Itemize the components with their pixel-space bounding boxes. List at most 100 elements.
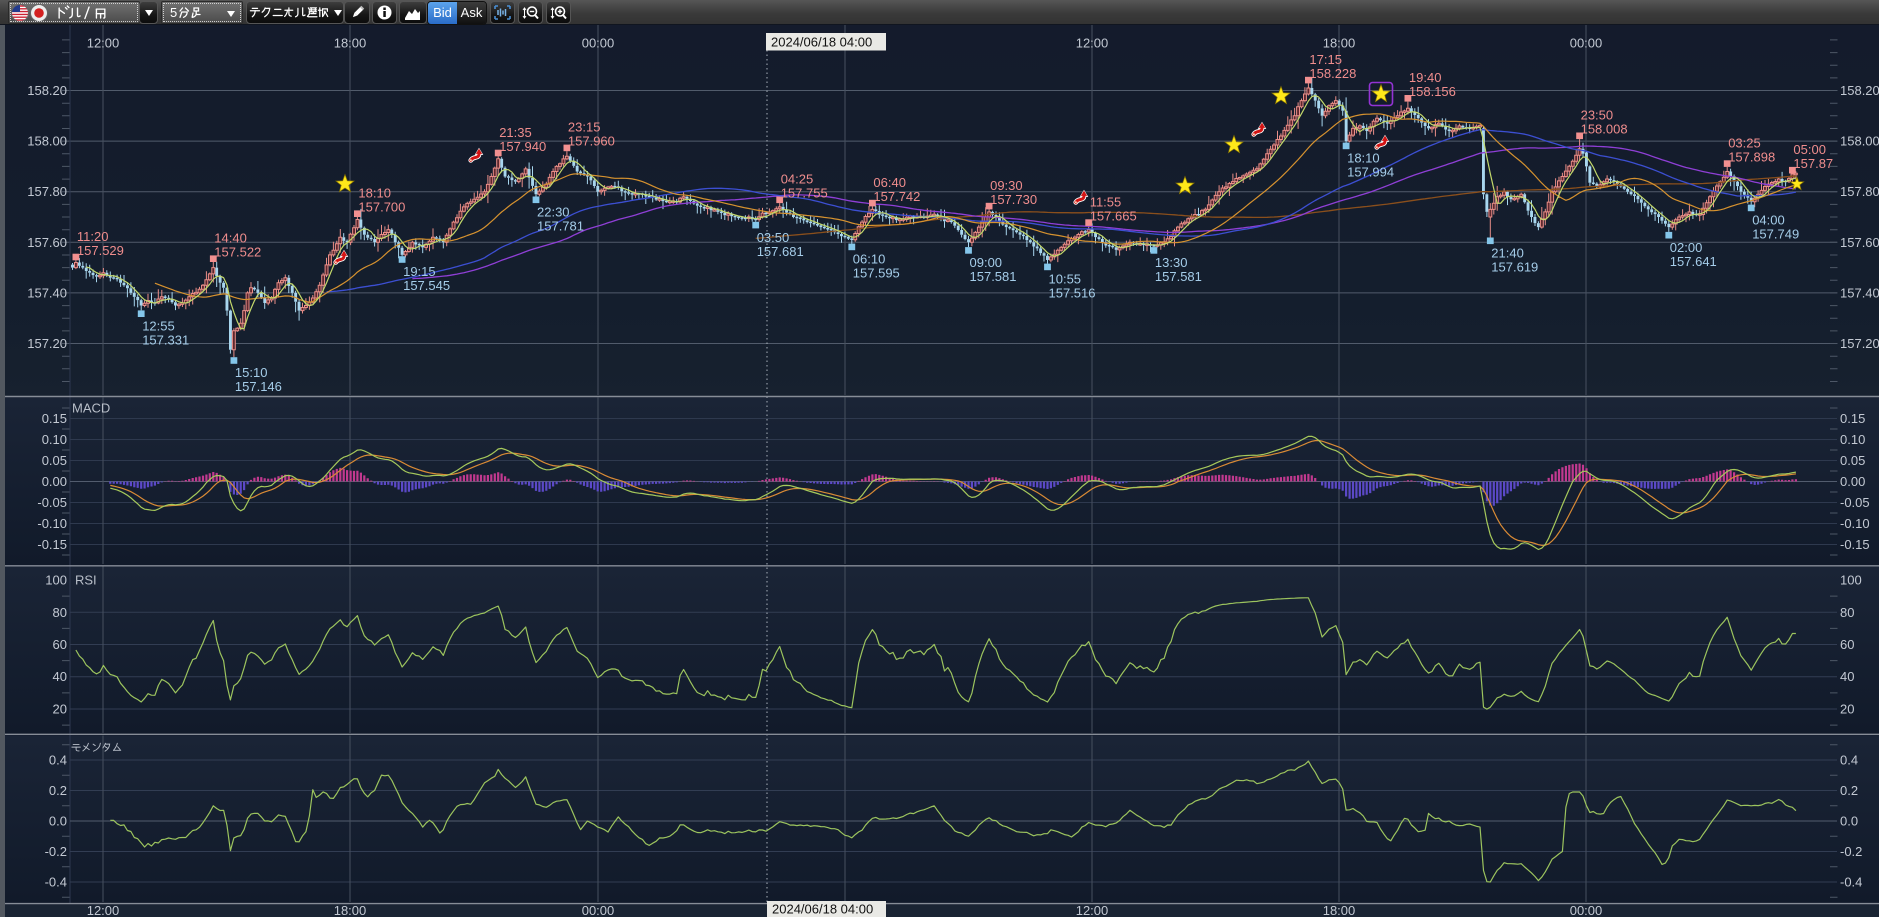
- svg-text:03:25: 03:25: [1728, 135, 1761, 150]
- svg-text:-0.15: -0.15: [37, 537, 67, 552]
- svg-text:157.581: 157.581: [970, 269, 1017, 284]
- svg-text:157.595: 157.595: [853, 266, 900, 281]
- svg-text:157.40: 157.40: [1840, 285, 1879, 300]
- svg-text:14:40: 14:40: [214, 231, 247, 246]
- svg-text:-0.4: -0.4: [45, 875, 67, 890]
- svg-text:04:00: 04:00: [1752, 213, 1785, 228]
- svg-text:12:00: 12:00: [1076, 36, 1109, 51]
- svg-text:20: 20: [1840, 702, 1854, 717]
- svg-text:157.60: 157.60: [27, 235, 67, 250]
- svg-text:157.40: 157.40: [27, 285, 67, 300]
- svg-text:60: 60: [53, 637, 67, 652]
- svg-text:157.700: 157.700: [358, 200, 405, 215]
- svg-text:09:30: 09:30: [990, 178, 1023, 193]
- svg-text:13:30: 13:30: [1155, 255, 1188, 270]
- svg-text:18:10: 18:10: [358, 186, 391, 201]
- svg-text:0.05: 0.05: [1840, 453, 1865, 468]
- svg-text:20: 20: [53, 702, 67, 717]
- svg-text:00:00: 00:00: [1570, 36, 1603, 51]
- svg-text:18:00: 18:00: [334, 903, 367, 917]
- svg-text:157.331: 157.331: [142, 332, 189, 347]
- svg-text:0.10: 0.10: [42, 432, 67, 447]
- svg-text:11:20: 11:20: [77, 229, 109, 244]
- svg-text:21:35: 21:35: [499, 125, 532, 140]
- svg-text:0.2: 0.2: [49, 783, 67, 798]
- svg-text:157.641: 157.641: [1670, 254, 1717, 269]
- svg-text:11:55: 11:55: [1090, 194, 1122, 209]
- svg-text:00:00: 00:00: [582, 903, 615, 917]
- svg-text:18:10: 18:10: [1347, 151, 1380, 166]
- svg-text:-0.05: -0.05: [37, 495, 67, 510]
- svg-text:0.10: 0.10: [1840, 432, 1865, 447]
- svg-text:0.4: 0.4: [1840, 753, 1858, 768]
- svg-text:00:00: 00:00: [1570, 903, 1603, 917]
- svg-text:0.15: 0.15: [42, 411, 67, 426]
- svg-text:06:10: 06:10: [853, 252, 886, 267]
- svg-text:17:15: 17:15: [1309, 52, 1342, 67]
- svg-text:23:15: 23:15: [568, 120, 601, 135]
- svg-text:157.581: 157.581: [1155, 269, 1202, 284]
- svg-text:158.008: 158.008: [1581, 122, 1628, 137]
- svg-text:157.80: 157.80: [1840, 184, 1879, 199]
- svg-text:40: 40: [53, 669, 67, 684]
- svg-text:23:50: 23:50: [1581, 108, 1614, 123]
- svg-text:21:40: 21:40: [1491, 246, 1524, 261]
- svg-text:-0.05: -0.05: [1840, 495, 1870, 510]
- svg-text:157.20: 157.20: [1840, 336, 1879, 351]
- svg-text:12:00: 12:00: [87, 36, 120, 51]
- svg-text:18:00: 18:00: [1323, 36, 1356, 51]
- svg-text:06:40: 06:40: [873, 175, 906, 190]
- svg-text:158.20: 158.20: [1840, 83, 1879, 98]
- svg-text:158.156: 158.156: [1409, 84, 1456, 99]
- svg-text:12:55: 12:55: [142, 318, 175, 333]
- svg-text:157.529: 157.529: [77, 243, 124, 258]
- svg-text:80: 80: [1840, 605, 1854, 620]
- svg-text:0.00: 0.00: [42, 474, 67, 489]
- svg-text:157.60: 157.60: [1840, 235, 1879, 250]
- svg-text:2024/06/18 04:00: 2024/06/18 04:00: [772, 902, 873, 917]
- svg-text:100: 100: [1840, 573, 1862, 588]
- svg-text:157.87: 157.87: [1793, 156, 1833, 171]
- svg-text:0.0: 0.0: [49, 814, 67, 829]
- svg-text:12:00: 12:00: [1076, 903, 1109, 917]
- svg-text:10:55: 10:55: [1049, 272, 1082, 287]
- svg-text:158.00: 158.00: [27, 134, 67, 149]
- svg-text:0.4: 0.4: [49, 753, 67, 768]
- svg-text:158.00: 158.00: [1840, 134, 1879, 149]
- svg-text:157.781: 157.781: [537, 219, 584, 234]
- svg-text:157.755: 157.755: [781, 186, 828, 201]
- svg-text:02:00: 02:00: [1670, 240, 1703, 255]
- svg-text:0.00: 0.00: [1840, 474, 1865, 489]
- svg-text:157.545: 157.545: [403, 278, 450, 293]
- svg-text:03:50: 03:50: [757, 230, 790, 245]
- svg-text:157.80: 157.80: [27, 184, 67, 199]
- svg-text:80: 80: [53, 605, 67, 620]
- svg-text:0.0: 0.0: [1840, 814, 1858, 829]
- svg-text:157.960: 157.960: [568, 134, 615, 149]
- svg-text:60: 60: [1840, 637, 1854, 652]
- svg-text:18:00: 18:00: [334, 36, 367, 51]
- svg-text:05:00: 05:00: [1793, 142, 1826, 157]
- svg-text:157.742: 157.742: [873, 189, 920, 204]
- svg-text:158.20: 158.20: [27, 83, 67, 98]
- svg-text:12:00: 12:00: [87, 903, 120, 917]
- svg-text:-0.2: -0.2: [1840, 844, 1862, 859]
- svg-text:MACD: MACD: [72, 401, 110, 416]
- svg-text:157.749: 157.749: [1752, 227, 1799, 242]
- svg-text:-0.4: -0.4: [1840, 875, 1862, 890]
- svg-text:19:15: 19:15: [403, 264, 436, 279]
- svg-text:18:00: 18:00: [1323, 903, 1356, 917]
- svg-text:0.05: 0.05: [42, 453, 67, 468]
- svg-text:157.898: 157.898: [1728, 149, 1775, 164]
- svg-text:-0.15: -0.15: [1840, 537, 1870, 552]
- svg-text:158.228: 158.228: [1309, 66, 1356, 81]
- svg-text:2024/06/18 04:00: 2024/06/18 04:00: [771, 35, 872, 50]
- svg-text:-0.2: -0.2: [45, 844, 67, 859]
- svg-text:0.15: 0.15: [1840, 411, 1865, 426]
- svg-text:157.20: 157.20: [27, 336, 67, 351]
- svg-text:09:00: 09:00: [970, 255, 1003, 270]
- svg-text:157.522: 157.522: [214, 245, 261, 260]
- svg-text:157.940: 157.940: [499, 139, 546, 154]
- svg-text:157.665: 157.665: [1090, 208, 1137, 223]
- svg-text:0.2: 0.2: [1840, 783, 1858, 798]
